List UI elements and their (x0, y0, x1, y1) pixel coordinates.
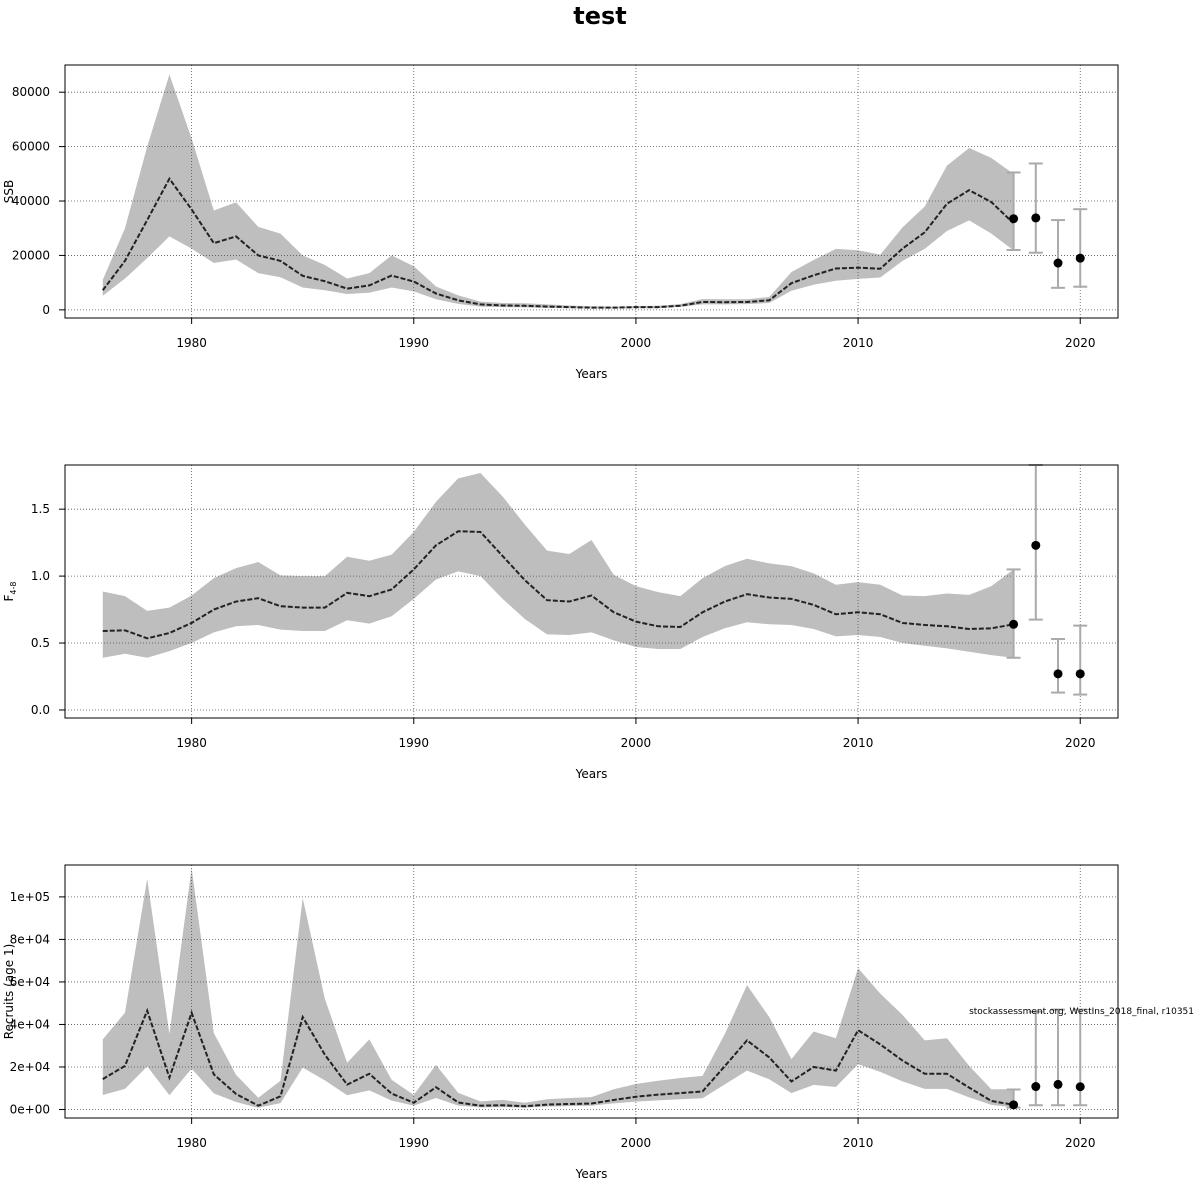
ssb-forecast-point-2018 (1031, 213, 1041, 223)
recruits-ytick-label-0: 0e+00 (10, 1102, 50, 1116)
recruits-estimate-line (102, 1007, 1014, 1108)
fbar-plot-frame (64, 464, 1119, 719)
ssb-xtick-label-2010: 2010 (843, 336, 874, 350)
ssb-ytick-label-3: 60000 (12, 140, 50, 154)
recruits-xtick-label-2000: 2000 (621, 1136, 652, 1150)
ssb-xtick-label-1980: 1980 (176, 336, 207, 350)
fbar-ytick-label-1: 0.5 (31, 636, 50, 650)
recruits-xtick-label-2010: 2010 (843, 1136, 874, 1150)
ssb-xtick-label-2000: 2000 (621, 336, 652, 350)
fbar-xtick-label-1990: 1990 (399, 736, 430, 750)
recruits-ytick-label-5: 1e+05 (10, 890, 50, 904)
ssb-ytick-label-1: 20000 (12, 248, 50, 262)
fbar-xtick-label-1980: 1980 (176, 736, 207, 750)
fbar-xtick-label-2000: 2000 (621, 736, 652, 750)
fbar-forecast-point-2017 (1009, 619, 1019, 629)
fbar-xtick-label-2010: 2010 (843, 736, 874, 750)
fbar-forecast-point-2018 (1031, 540, 1041, 550)
annotation-text: stockassessment.org, WestIns_2018_final,… (969, 1007, 1194, 1017)
fbar-ytick-label-0: 0.0 (31, 703, 50, 717)
fbar-xtick-label-2020: 2020 (1065, 736, 1096, 750)
fbar-forecast-point-2019 (1053, 669, 1063, 679)
ssb-ytick-label-2: 40000 (12, 194, 50, 208)
recruits-forecast-point-2019 (1053, 1079, 1063, 1089)
panel-fbar: 1980 1990 2000 2010 2020 0.0 0.5 1.0 1.5 Years F4-… (2, 464, 1119, 781)
ssb-plot-frame (64, 64, 1119, 319)
recruits-xlabel: Years (575, 1167, 608, 1181)
recruits-ylabel: Recruits (age 1) (2, 944, 16, 1040)
panel-ssb: 1980 1990 2000 2010 2020 0 20000 40000 60000 8000… (2, 64, 1119, 381)
recruits-ytick-label-3: 6e+04 (10, 975, 50, 989)
fbar-estimate-line (102, 530, 1014, 640)
recruits-ytick-label-4: 8e+04 (10, 932, 50, 946)
ssb-ytick-label-4: 80000 (12, 85, 50, 99)
recruits-ytick-label-2: 4e+04 (10, 1017, 50, 1031)
ssb-xlabel: Years (575, 367, 608, 381)
recruits-forecast-point-2020 (1075, 1082, 1085, 1092)
fbar-ylabel-subscript: 4-8 (9, 582, 18, 595)
recruits-xtick-label-1990: 1990 (399, 1136, 430, 1150)
recruits-ytick-label-1: 2e+04 (10, 1060, 50, 1074)
recruits-forecast-point-2017 (1009, 1100, 1019, 1110)
recruits-forecast-point-2018 (1031, 1082, 1041, 1092)
panel-recruits: 1980 1990 2000 2010 2020 0e+00 2e+04 4e+04 6e+04… (2, 864, 1119, 1181)
ssb-xtick-label-1990: 1990 (399, 336, 430, 350)
fbar-confidence-band (102, 473, 1014, 658)
recruits-plot-frame (64, 864, 1119, 1119)
fbar-ylabel: F4-8 (2, 582, 18, 602)
ssb-ylabel: SSB (2, 180, 16, 203)
ssb-forecast-point-2019 (1053, 258, 1063, 268)
panels: 1980 1990 2000 2010 2020 0 20000 40000 60000 8000… (2, 64, 1119, 1181)
ssb-ytick-label-0: 0 (42, 303, 50, 317)
fbar-xlabel: Years (575, 767, 608, 781)
fbar-ytick-label-2: 1.0 (31, 569, 50, 583)
ssb-estimate-line (101, 176, 1015, 309)
recruits-confidence-band (102, 868, 1014, 1108)
figure-title: test (573, 2, 627, 30)
ssb-forecast-point-2020 (1075, 253, 1085, 263)
ssb-forecast-point-2017 (1009, 214, 1019, 224)
ssb-xtick-label-2020: 2020 (1065, 336, 1096, 350)
fbar-ytick-label-3: 1.5 (31, 502, 50, 516)
fbar-forecast-point-2020 (1075, 669, 1085, 679)
recruits-xtick-label-1980: 1980 (176, 1136, 207, 1150)
recruits-xtick-label-2020: 2020 (1065, 1136, 1096, 1150)
ssb-confidence-band (102, 74, 1014, 309)
